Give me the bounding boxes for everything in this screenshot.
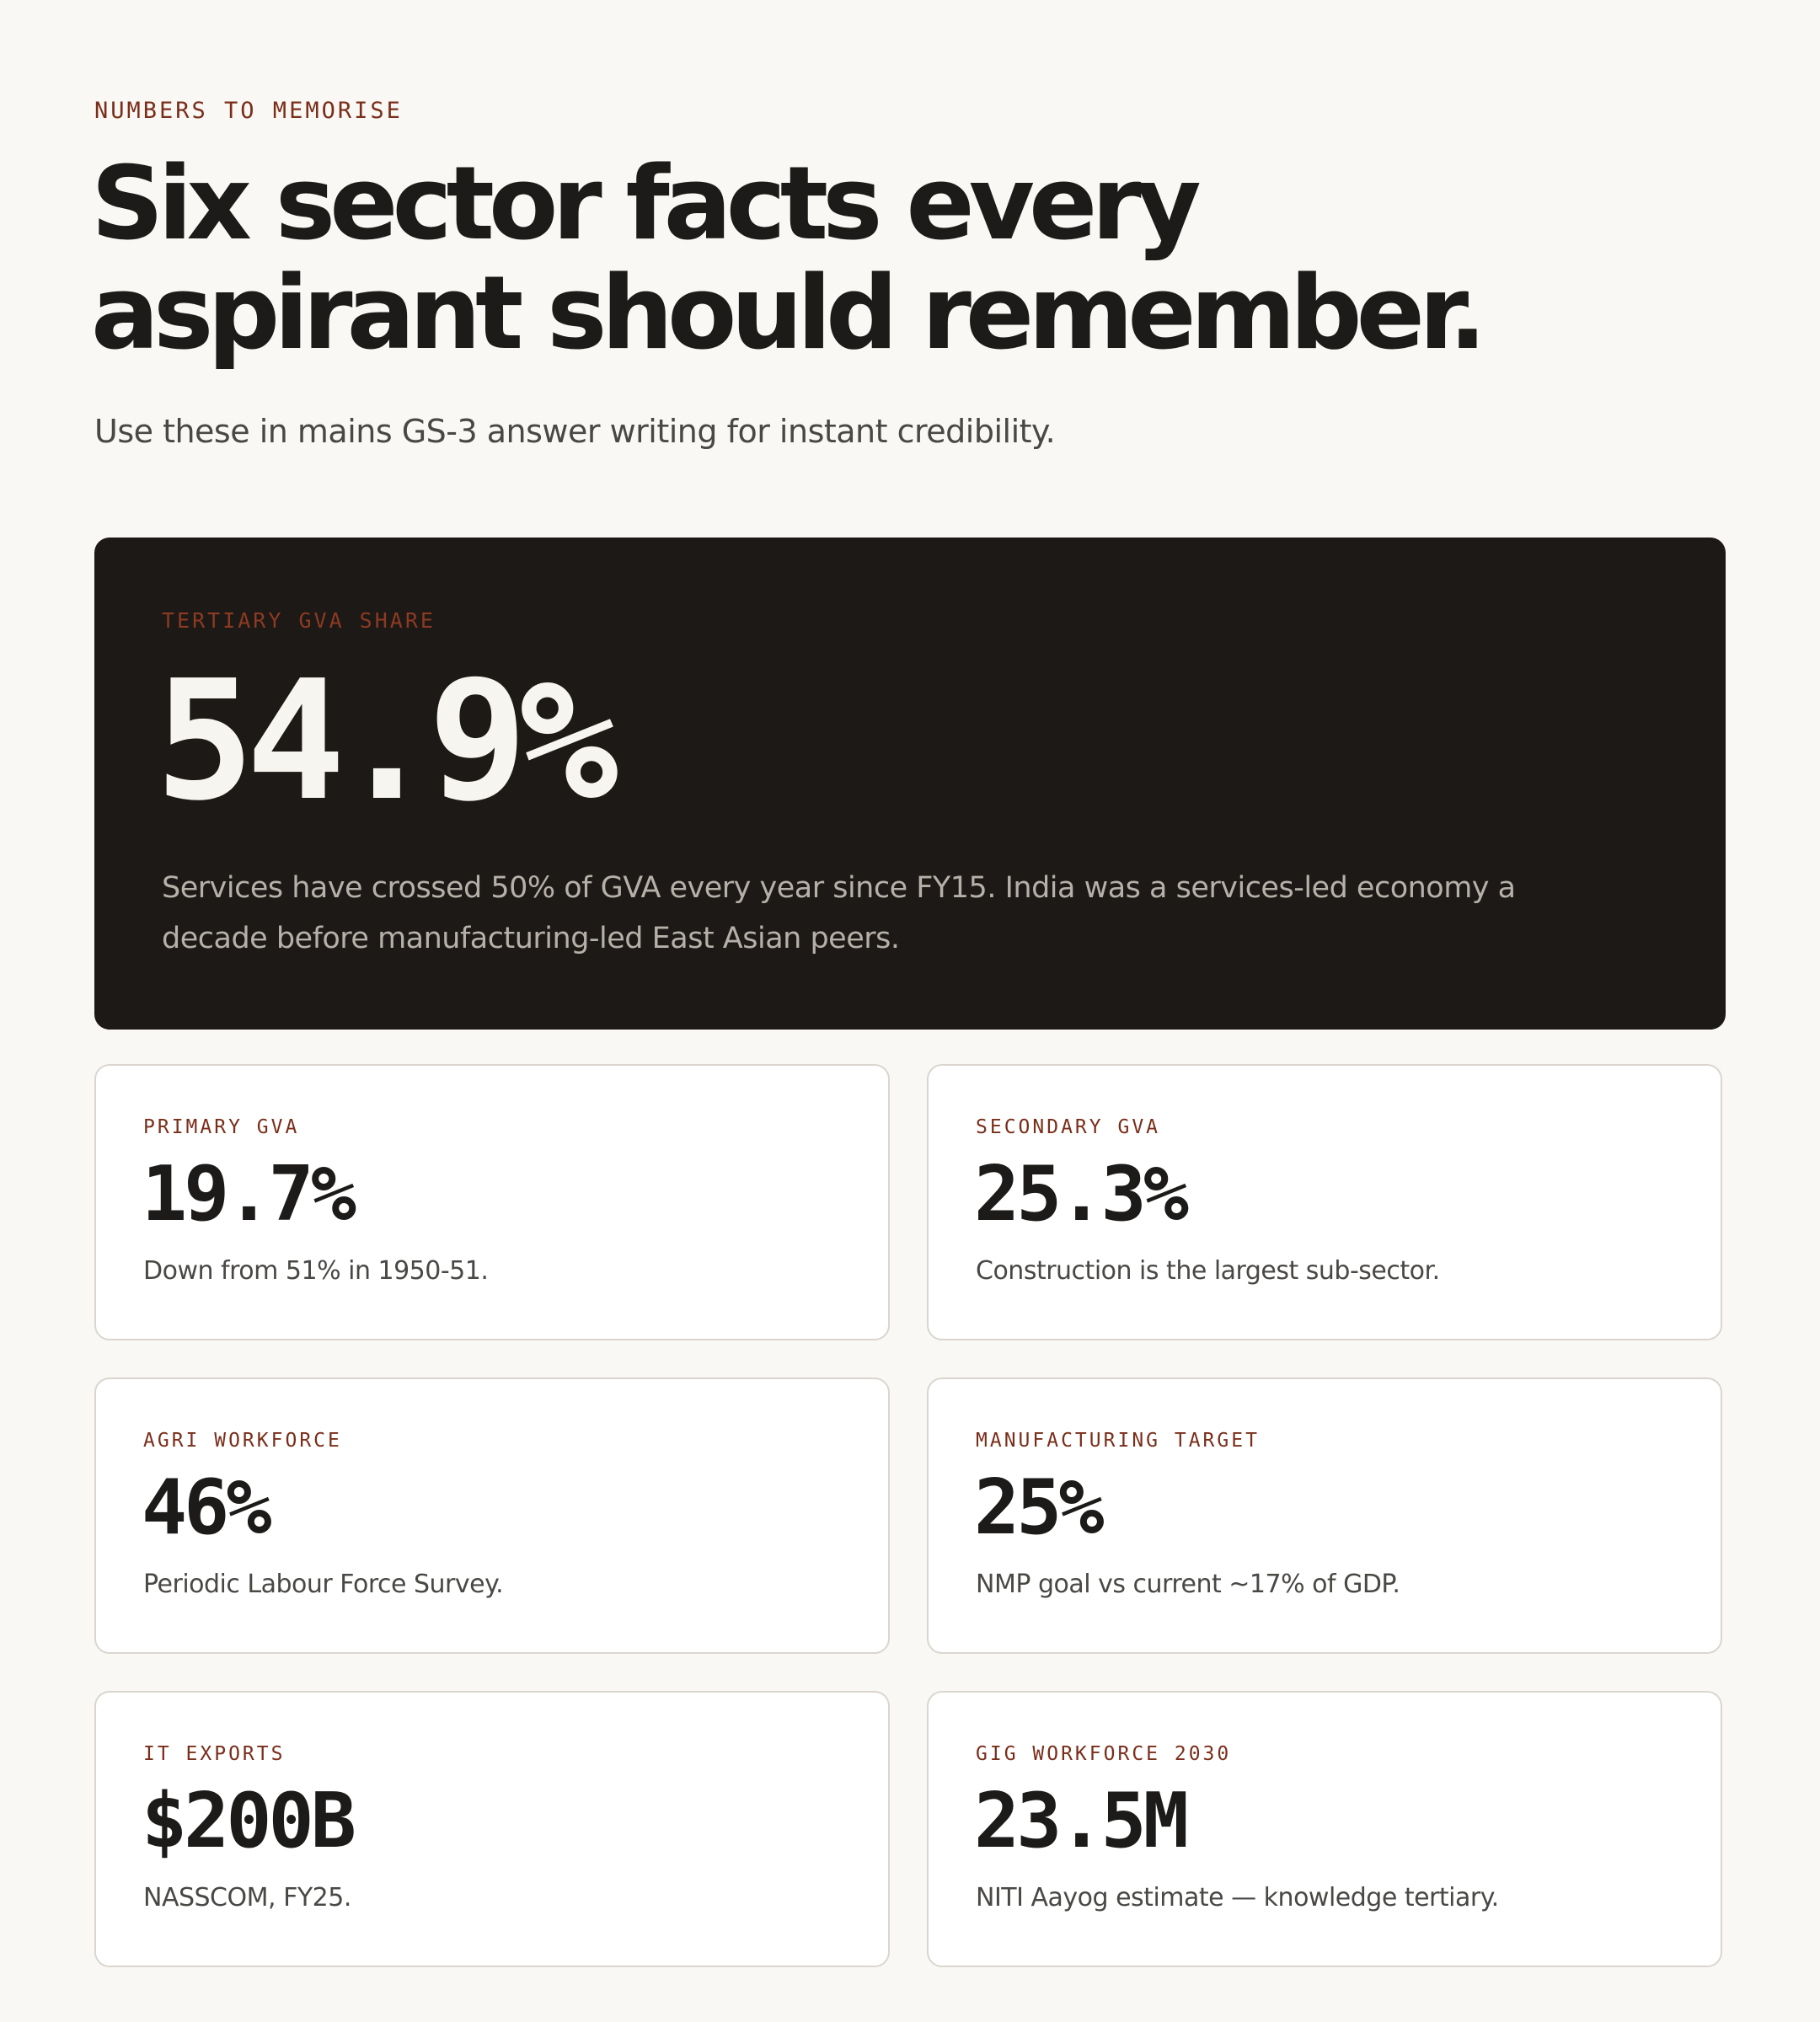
stat-card-label: PRIMARY GVA — [143, 1116, 300, 1138]
stat-card-manufacturing-target: MANUFACTURING TARGET 25% NMP goal vs cur… — [927, 1377, 1722, 1654]
stat-card-description: Construction is the largest sub-sector. — [976, 1256, 1440, 1286]
stat-card-gig-workforce: GIG WORKFORCE 2030 23.5M NITI Aayog esti… — [927, 1691, 1722, 1967]
page-title-line-1: Six sector facts every — [91, 146, 1202, 263]
stat-card-value: 25.3% — [974, 1150, 1189, 1238]
stat-card-value: $200B — [142, 1777, 356, 1865]
stat-card-value: 46% — [142, 1463, 272, 1552]
hero-stat-label: TERTIARY GVA SHARE — [162, 608, 436, 633]
hero-stat-value: 54.9% — [155, 645, 618, 837]
section-eyebrow: NUMBERS TO MEMORISE — [94, 98, 403, 124]
stat-card-description: NMP goal vs current ~17% of GDP. — [976, 1570, 1400, 1599]
stat-card-agri-workforce: AGRI WORKFORCE 46% Periodic Labour Force… — [94, 1377, 890, 1654]
stat-card-label: IT EXPORTS — [143, 1743, 286, 1765]
stat-card-secondary-gva: SECONDARY GVA 25.3% Construction is the … — [927, 1064, 1722, 1340]
stat-card-description: NITI Aayog estimate — knowledge tertiary… — [976, 1883, 1499, 1912]
stat-card-value: 19.7% — [142, 1150, 356, 1238]
page-subtitle: Use these in mains GS-3 answer writing f… — [94, 413, 1056, 450]
stat-card-primary-gva: PRIMARY GVA 19.7% Down from 51% in 1950-… — [94, 1064, 890, 1340]
hero-stat-description: Services have crossed 50% of GVA every y… — [162, 871, 1516, 955]
stat-card-it-exports: IT EXPORTS $200B NASSCOM, FY25. — [94, 1691, 890, 1967]
stat-card-description: Periodic Labour Force Survey. — [143, 1570, 504, 1599]
stat-card-label: GIG WORKFORCE 2030 — [976, 1743, 1232, 1765]
stat-card-description: Down from 51% in 1950-51. — [143, 1256, 489, 1286]
stat-card-label: AGRI WORKFORCE — [143, 1430, 342, 1452]
stat-card-label: MANUFACTURING TARGET — [976, 1430, 1260, 1452]
hero-stat-card: TERTIARY GVA SHARE 54.9% Services have c… — [94, 538, 1726, 1030]
stat-card-label: SECONDARY GVA — [976, 1116, 1161, 1138]
page-title: Six sector facts every aspirant should r… — [91, 150, 1692, 369]
page-title-line-2: aspirant should remember. — [91, 255, 1487, 372]
stat-card-value: 23.5M — [974, 1777, 1189, 1865]
stat-card-value: 25% — [974, 1463, 1105, 1552]
stat-card-description: NASSCOM, FY25. — [143, 1883, 351, 1912]
